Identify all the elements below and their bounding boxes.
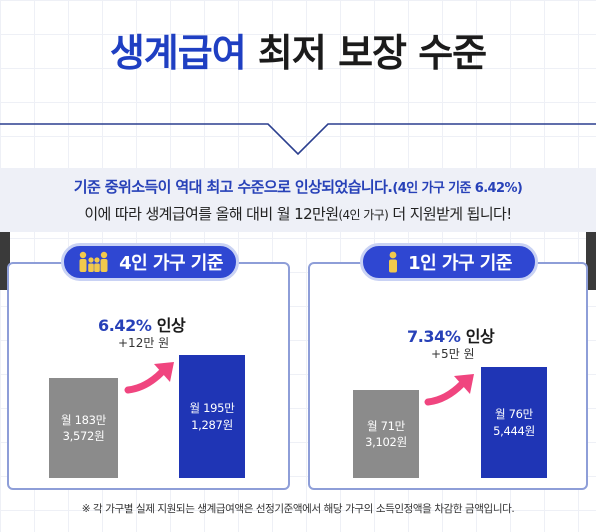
intro-subline-small: (4인 가구) [338,208,389,222]
pill-label-one-person: 1인 가구 기준 [408,253,512,274]
bar-before-one-person-line1: 월 71만 [367,418,405,433]
increase-word-four-person: 인상 [156,316,186,335]
left-edge-shade [0,232,10,290]
increase-pct-four-person: 6.42% [98,316,152,335]
increase-four-person: 6.42% 인상 [98,312,186,336]
pill-label-four-person: 4인 가구 기준 [119,253,223,274]
right-edge-shade [586,232,596,290]
divider-chevron [0,123,596,156]
title-highlight: 생계급여 [109,31,247,75]
increase-word-one-person: 인상 [465,327,495,346]
intro-headline: 기준 중위소득이 역대 최고 수준으로 인상되었습니다.(4인 가구 기준 6.… [0,176,596,197]
bar-after-four-person: 월 195만 1,287원 [179,355,245,478]
family-icon [77,251,111,273]
person-icon [386,251,400,273]
intro-subline-a: 이에 따라 생계급여를 올해 대비 월 12만원 [84,205,339,223]
bar-after-four-person-line1: 월 195만 [189,401,235,416]
bar-after-four-person-line2: 1,287원 [191,417,233,432]
intro-subline-b: 더 지원받게 됩니다! [388,205,512,223]
bar-before-one-person-line2: 3,102원 [365,435,407,449]
increase-pct-one-person: 7.34% [407,327,461,346]
increase-amount-one-person: +5만 원 [431,347,475,361]
intro-headline-note: (4인 가구 기준 6.42%) [392,181,523,196]
bar-before-four-person: 월 183만 3,572원 [49,378,118,478]
bar-before-four-person-line1: 월 183만 [61,412,106,427]
arrow-up-icon [424,374,474,406]
bar-before-one-person: 월 71만 3,102원 [353,390,419,478]
pill-four-person: 4인 가구 기준 [61,243,239,281]
page-title: 생계급여 최저 보장 수준 [0,22,596,77]
increase-amount-four-person: +12만 원 [118,336,170,350]
bar-after-one-person-line1: 월 76만 [495,407,533,422]
intro-headline-main: 기준 중위소득이 역대 최고 수준으로 인상되었습니다. [73,178,393,196]
footnote: ※ 각 가구별 실제 지원되는 생계급여액은 선정기준액에서 해당 가구의 소득… [81,503,515,515]
increase-one-person: 7.34% 인상 [407,323,495,347]
arrow-up-icon [124,362,174,394]
pill-one-person: 1인 가구 기준 [360,243,538,281]
bar-after-one-person-line2: 5,444원 [493,423,535,438]
bar-after-one-person: 월 76만 5,444원 [481,367,547,478]
bar-before-four-person-line2: 3,572원 [62,429,105,443]
intro-box [0,168,596,232]
title-rest: 최저 보장 수준 [257,31,487,75]
intro-subline: 이에 따라 생계급여를 올해 대비 월 12만원(4인 가구) 더 지원받게 됩… [0,203,596,224]
